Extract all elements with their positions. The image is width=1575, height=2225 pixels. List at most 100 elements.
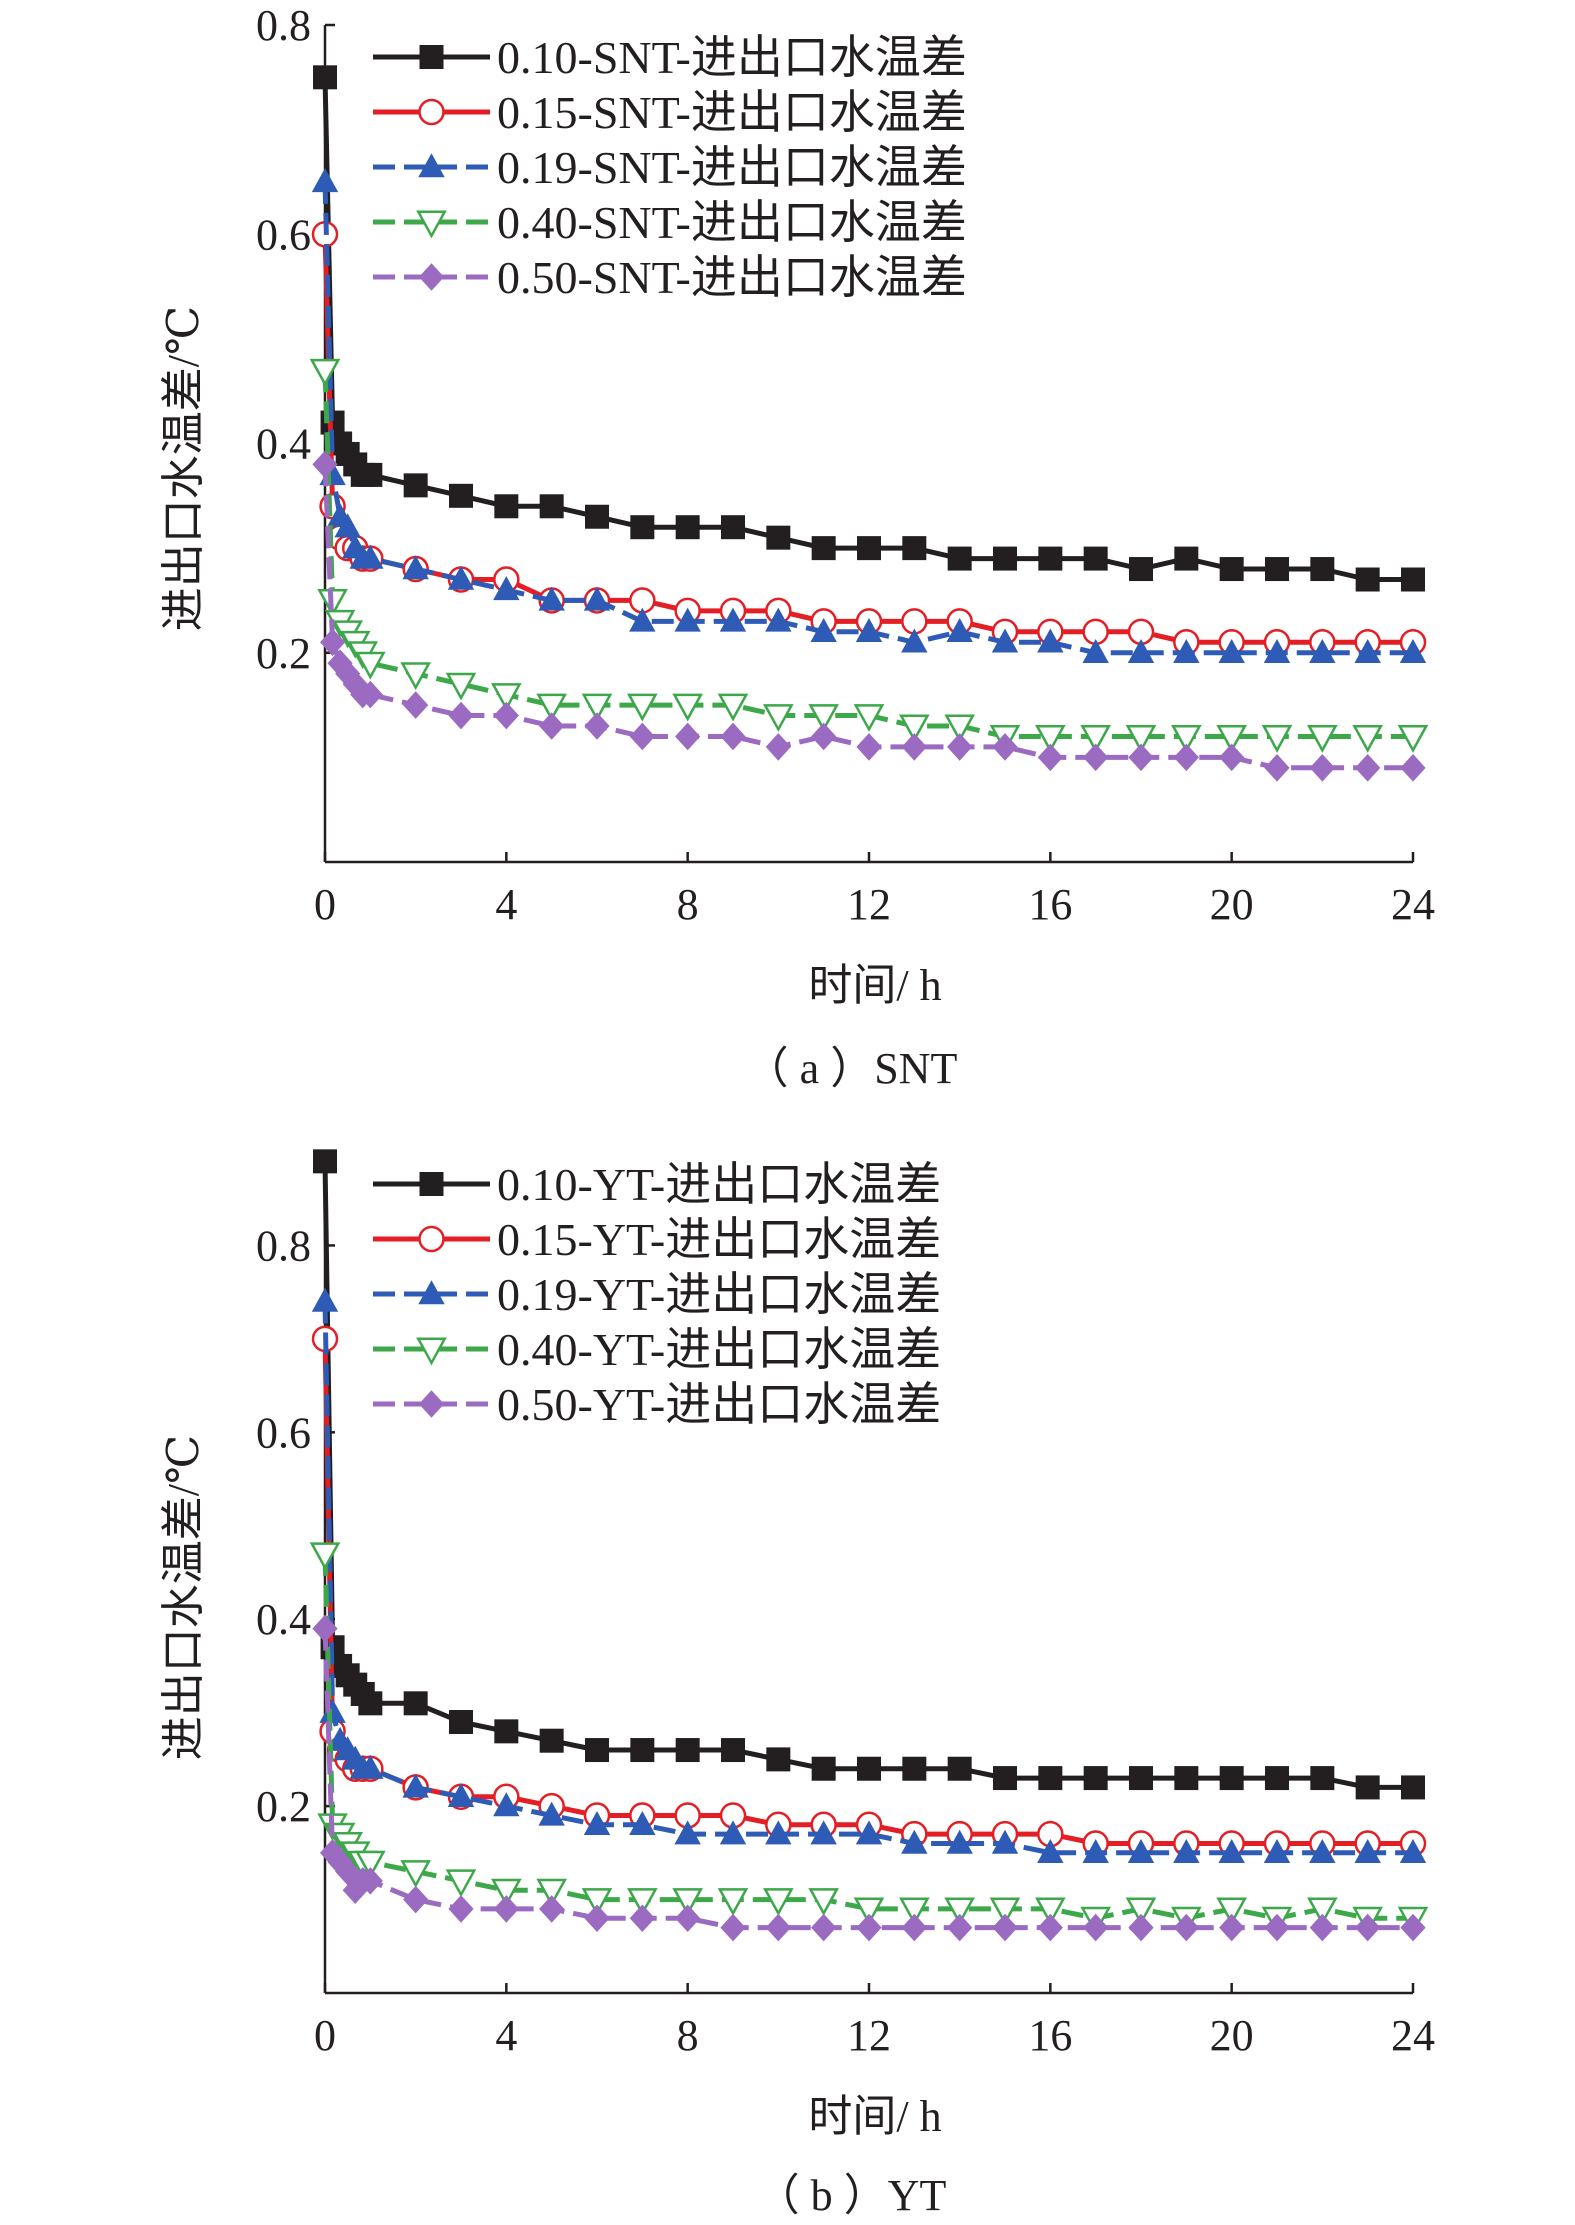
data-point [491, 683, 522, 711]
data-point [1127, 638, 1155, 663]
data-point [447, 1782, 475, 1807]
data-point [672, 1888, 703, 1916]
data-point [1265, 557, 1289, 582]
x-tick-label: 4 [495, 2011, 517, 2060]
data-point [630, 515, 655, 540]
data-point [1265, 1766, 1289, 1791]
data-point [902, 1756, 927, 1781]
data-point [493, 701, 519, 730]
data-point [765, 1913, 791, 1942]
data-point [494, 494, 519, 519]
data-point [449, 1710, 473, 1735]
legend-marker [416, 210, 447, 239]
data-point [312, 1614, 338, 1643]
data-point [1037, 628, 1064, 653]
series-4 [309, 358, 1429, 753]
data-point [1219, 557, 1244, 582]
data-point [765, 733, 791, 761]
data-point [1219, 1766, 1244, 1791]
data-point [1307, 725, 1338, 753]
data-point [1174, 546, 1199, 571]
y-tick-label: 0.8 [256, 1, 311, 50]
data-point [539, 712, 565, 740]
data-point [355, 1850, 386, 1879]
data-point [675, 1904, 701, 1933]
data-point [1173, 1839, 1200, 1864]
data-point [901, 733, 927, 761]
data-point [400, 662, 431, 691]
legend-marker [418, 98, 445, 126]
series-4 [309, 1542, 1429, 1935]
data-point [402, 1773, 429, 1798]
data-point [581, 693, 613, 722]
data-point [1037, 1839, 1064, 1864]
data-point [355, 651, 386, 680]
data-point [901, 1829, 928, 1854]
x-tick-label: 20 [1210, 880, 1254, 929]
data-point [1263, 638, 1291, 663]
data-point [1355, 754, 1381, 782]
data-point [719, 607, 747, 632]
data-point [901, 1913, 927, 1942]
data-point [763, 704, 794, 732]
data-point [1035, 725, 1066, 753]
data-point [672, 693, 703, 722]
legend-marker [416, 1337, 447, 1366]
y-tick-label: 0.4 [256, 1595, 311, 1644]
data-point [1128, 743, 1154, 772]
data-point [1125, 1897, 1157, 1926]
data-point [448, 701, 474, 730]
data-point [1219, 743, 1245, 772]
series-line [322, 1553, 1413, 1921]
y-tick-label: 0.2 [256, 629, 311, 678]
data-point [853, 1897, 885, 1926]
data-point [400, 1860, 431, 1888]
data-point [539, 1895, 565, 1923]
data-point [630, 1738, 655, 1763]
data-point [539, 494, 564, 519]
data-point [403, 473, 428, 498]
data-point [1129, 1766, 1153, 1791]
chart-panel-yt: 0 4 8 12 16 20 24 0.2 0.4 0.6 0.8 时间/ h 进出口水温差/℃ （ b … [159, 1149, 1435, 2220]
data-point [719, 1820, 747, 1845]
data-point [313, 1149, 337, 1174]
data-point [720, 722, 746, 751]
x-axis-title: 时间/ h [808, 961, 941, 1010]
data-point [1264, 1913, 1290, 1942]
data-point [947, 546, 972, 571]
data-point [765, 1820, 792, 1845]
data-point [1037, 743, 1063, 772]
data-point [1218, 638, 1245, 663]
legend-marker [418, 153, 445, 178]
data-point [1083, 1766, 1108, 1791]
data-point [445, 1869, 477, 1898]
data-point [717, 1888, 749, 1916]
data-point [629, 1811, 656, 1835]
data-point [1216, 725, 1247, 753]
data-point [766, 525, 791, 550]
data-point [810, 618, 837, 643]
y-tick-label: 0.2 [256, 1782, 311, 1831]
axes: 0 4 8 12 16 20 24 0.2 0.4 0.6 0.8 [256, 1, 1435, 929]
y-tick-label: 0.4 [256, 420, 311, 469]
data-point [311, 168, 339, 193]
data-point [1397, 725, 1429, 753]
data-point [357, 1754, 384, 1779]
data-point [811, 1756, 836, 1781]
data-point [319, 628, 346, 657]
data-point [1399, 638, 1427, 663]
data-point [1264, 754, 1290, 782]
x-tick-label: 0 [314, 2011, 336, 2060]
data-point [944, 1897, 975, 1926]
data-point [1035, 1897, 1066, 1926]
data-point [1125, 725, 1157, 753]
data-point [1261, 725, 1293, 753]
series-5 [312, 450, 1426, 782]
data-point [1400, 1913, 1426, 1942]
y-axis-title: 进出口水温差/℃ [159, 306, 208, 631]
data-point [629, 1904, 655, 1933]
data-point [1309, 754, 1335, 782]
data-point [1309, 1839, 1336, 1864]
data-point [1216, 1897, 1247, 1926]
data-point [1218, 1839, 1245, 1864]
